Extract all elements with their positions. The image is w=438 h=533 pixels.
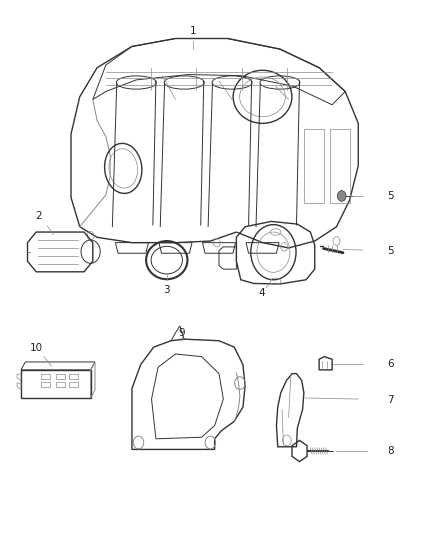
Bar [56, 382, 65, 387]
Circle shape [337, 191, 346, 201]
Text: 4: 4 [258, 288, 265, 298]
Text: 1: 1 [190, 26, 196, 36]
Bar [41, 382, 50, 387]
Text: 7: 7 [388, 395, 394, 405]
Bar [69, 382, 78, 387]
Text: 3: 3 [163, 285, 170, 295]
Bar [41, 374, 50, 379]
Text: 9: 9 [179, 328, 185, 338]
Text: 8: 8 [388, 446, 394, 456]
Text: 5: 5 [388, 191, 394, 201]
Text: 6: 6 [388, 359, 394, 368]
Bar [56, 374, 65, 379]
Text: 2: 2 [35, 211, 42, 221]
Text: 5: 5 [388, 246, 394, 256]
Text: 10: 10 [30, 343, 43, 353]
Bar [69, 374, 78, 379]
